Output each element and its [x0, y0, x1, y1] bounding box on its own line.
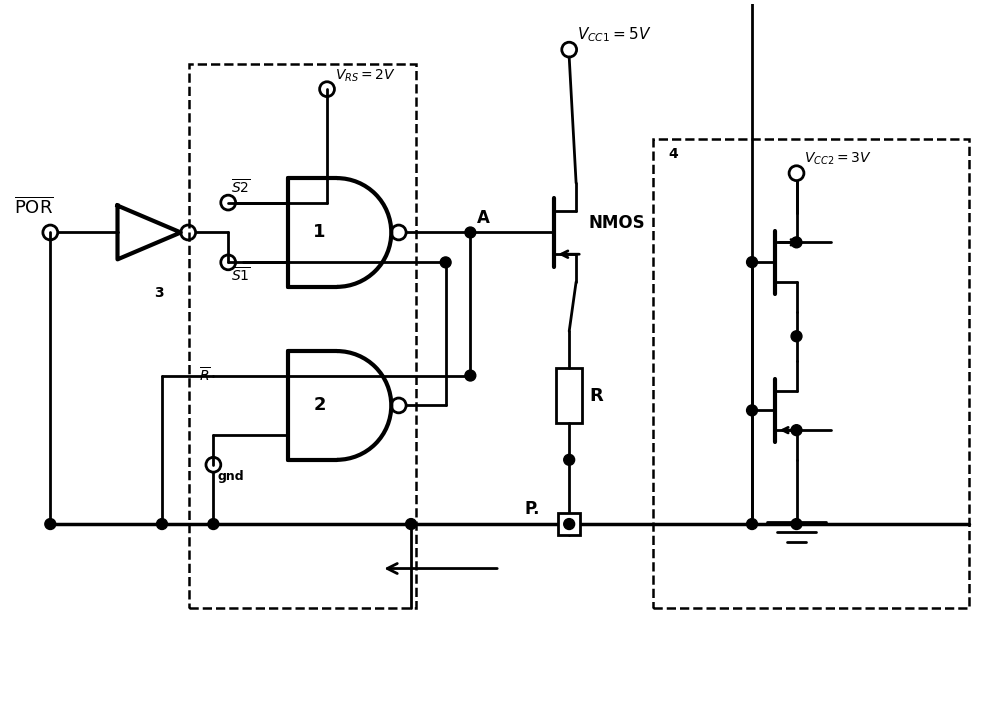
Circle shape [157, 518, 167, 529]
Circle shape [791, 331, 802, 342]
Bar [556, 368, 582, 422]
Circle shape [440, 257, 451, 268]
Text: $V_{RS}=2V$: $V_{RS}=2V$ [335, 68, 396, 84]
Circle shape [406, 518, 416, 529]
Text: 4: 4 [668, 147, 678, 161]
Text: $V_{CC1}=5V$: $V_{CC1}=5V$ [577, 25, 651, 44]
Text: P.: P. [525, 500, 540, 518]
Circle shape [208, 518, 219, 529]
Circle shape [747, 518, 757, 529]
Circle shape [791, 518, 802, 529]
Text: 1: 1 [313, 223, 326, 241]
Text: $\overline{\rm POR}$: $\overline{\rm POR}$ [14, 197, 53, 218]
Text: 2: 2 [313, 397, 326, 415]
Text: gnd: gnd [217, 470, 244, 483]
Circle shape [747, 257, 757, 268]
Text: $\overline{S1}$: $\overline{S1}$ [231, 266, 251, 285]
Text: $\overline{R}$: $\overline{R}$ [199, 367, 210, 384]
Circle shape [791, 237, 802, 248]
Text: 3: 3 [154, 286, 164, 300]
Circle shape [465, 227, 476, 238]
Circle shape [45, 518, 56, 529]
Circle shape [791, 425, 802, 435]
Text: NMOS: NMOS [589, 213, 646, 231]
Text: R: R [589, 387, 603, 405]
Circle shape [564, 518, 575, 529]
Circle shape [465, 370, 476, 381]
Text: $\overline{S2}$: $\overline{S2}$ [231, 178, 251, 197]
Bar [653, 139, 969, 608]
Bar [558, 513, 580, 535]
Bar [189, 64, 416, 608]
Circle shape [564, 455, 575, 465]
Text: A: A [477, 208, 490, 226]
Circle shape [747, 405, 757, 416]
Text: $V_{CC2}=3V$: $V_{CC2}=3V$ [804, 151, 872, 168]
